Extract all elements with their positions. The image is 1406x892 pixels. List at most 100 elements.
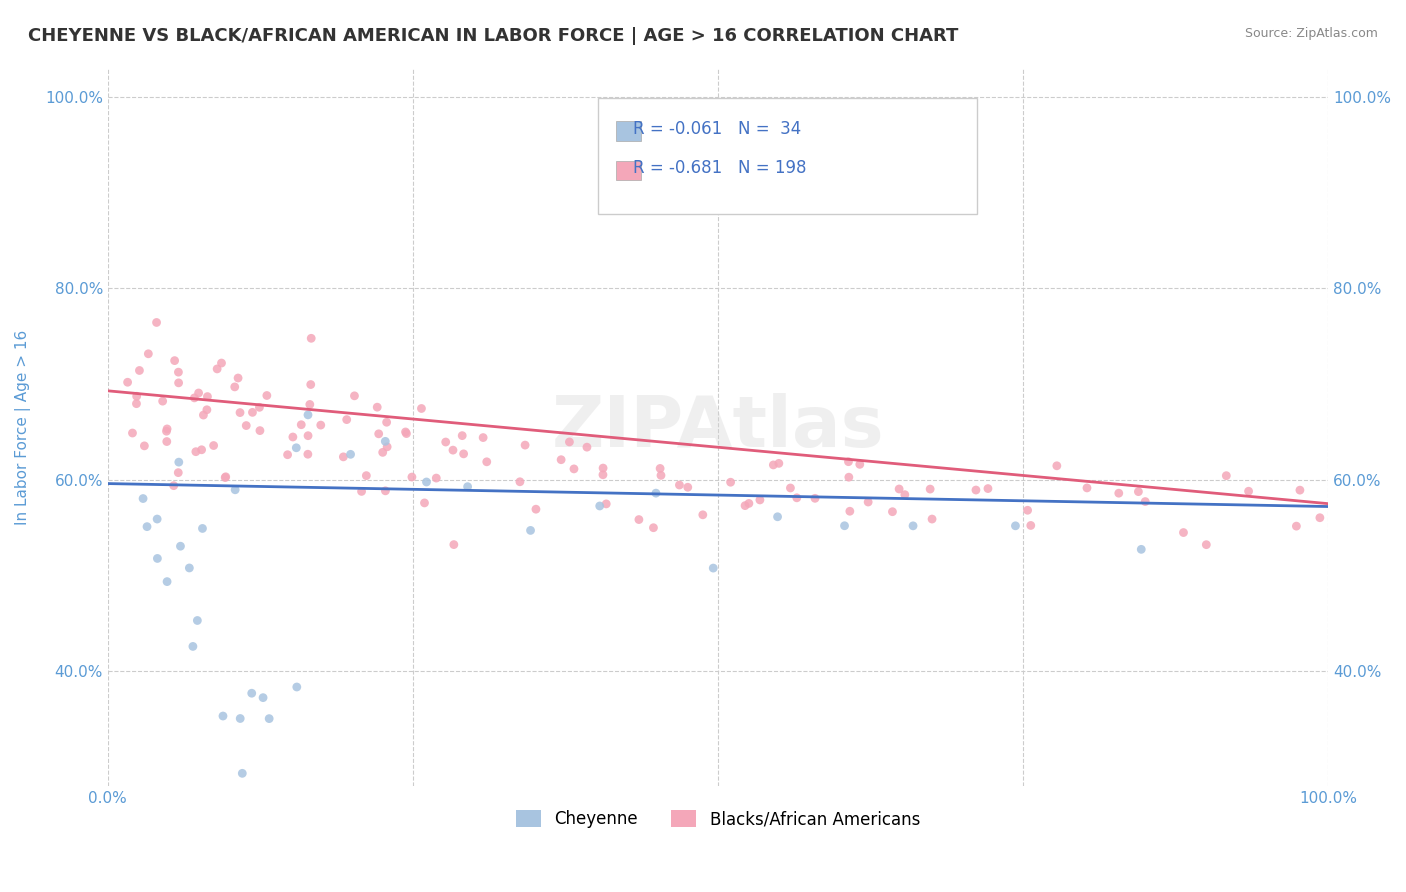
Point [1108, 486, 1130, 500]
Point [401, 470, 423, 484]
Point [702, 561, 724, 575]
Point [212, 709, 235, 723]
Point [167, 376, 190, 390]
Point [145, 316, 167, 330]
Point [197, 390, 219, 404]
Point [211, 356, 233, 370]
Point [748, 492, 770, 507]
Point [183, 391, 205, 405]
Point [167, 466, 190, 480]
Point [205, 362, 228, 376]
Point [229, 711, 252, 725]
Point [648, 461, 671, 475]
Point [297, 428, 319, 442]
Point [240, 686, 263, 700]
Point [509, 475, 531, 489]
Point [977, 482, 1000, 496]
Point [451, 428, 474, 442]
Point [169, 539, 191, 553]
Point [643, 521, 665, 535]
Point [242, 405, 264, 419]
Point [191, 521, 214, 535]
Point [513, 438, 536, 452]
Point [374, 483, 396, 498]
Point [920, 482, 942, 496]
Point [676, 480, 699, 494]
Point [562, 462, 585, 476]
Point [1289, 483, 1312, 497]
Point [156, 574, 179, 589]
Point [475, 455, 498, 469]
Point [132, 491, 155, 506]
Text: Source: ZipAtlas.com: Source: ZipAtlas.com [1244, 27, 1378, 40]
Point [121, 425, 143, 440]
Point [290, 417, 312, 432]
Point [668, 478, 690, 492]
Point [415, 475, 437, 489]
Point [558, 434, 581, 449]
Point [231, 766, 253, 780]
Point [779, 481, 801, 495]
Point [350, 484, 373, 499]
Point [882, 505, 904, 519]
Point [453, 447, 475, 461]
Point [738, 496, 761, 510]
Text: R = -0.681   N = 198: R = -0.681 N = 198 [633, 159, 806, 177]
Point [592, 467, 614, 482]
Point [117, 376, 139, 390]
Point [901, 519, 924, 533]
Point [595, 497, 617, 511]
Point [134, 439, 156, 453]
Point [457, 480, 479, 494]
Point [190, 442, 212, 457]
Point [837, 455, 859, 469]
Point [734, 499, 756, 513]
Point [163, 478, 186, 492]
Text: CHEYENNE VS BLACK/AFRICAN AMERICAN IN LABOR FORCE | AGE > 16 CORRELATION CHART: CHEYENNE VS BLACK/AFRICAN AMERICAN IN LA… [28, 27, 959, 45]
Point [156, 422, 179, 436]
Point [163, 353, 186, 368]
Point [965, 483, 987, 497]
Point [443, 538, 465, 552]
Point [281, 430, 304, 444]
Point [472, 431, 495, 445]
Point [375, 415, 398, 429]
Point [332, 450, 354, 464]
Y-axis label: In Labor Force | Age > 16: In Labor Force | Age > 16 [15, 329, 31, 524]
Point [1019, 518, 1042, 533]
Point [1128, 484, 1150, 499]
Point [155, 424, 177, 438]
Point [575, 440, 598, 454]
Point [214, 470, 236, 484]
Point [252, 690, 274, 705]
Point [366, 400, 388, 414]
Point [550, 452, 572, 467]
Point [224, 380, 246, 394]
Point [285, 441, 308, 455]
Point [849, 458, 872, 472]
Point [804, 491, 827, 506]
Point [838, 504, 860, 518]
Point [186, 614, 208, 628]
Point [249, 401, 271, 415]
Point [1285, 519, 1308, 533]
Point [167, 455, 190, 469]
Point [1215, 468, 1237, 483]
Text: ZIPAtlas: ZIPAtlas [551, 392, 884, 462]
Point [193, 408, 215, 422]
Point [224, 483, 246, 497]
Point [413, 496, 436, 510]
Point [720, 475, 742, 490]
Point [589, 499, 612, 513]
Point [395, 426, 418, 441]
Point [1004, 518, 1026, 533]
Point [1309, 510, 1331, 524]
Point [374, 434, 396, 449]
Point [425, 471, 447, 485]
Point [921, 512, 943, 526]
Point [371, 445, 394, 459]
Point [195, 402, 218, 417]
Point [1076, 481, 1098, 495]
Point [309, 418, 332, 433]
Point [128, 363, 150, 377]
